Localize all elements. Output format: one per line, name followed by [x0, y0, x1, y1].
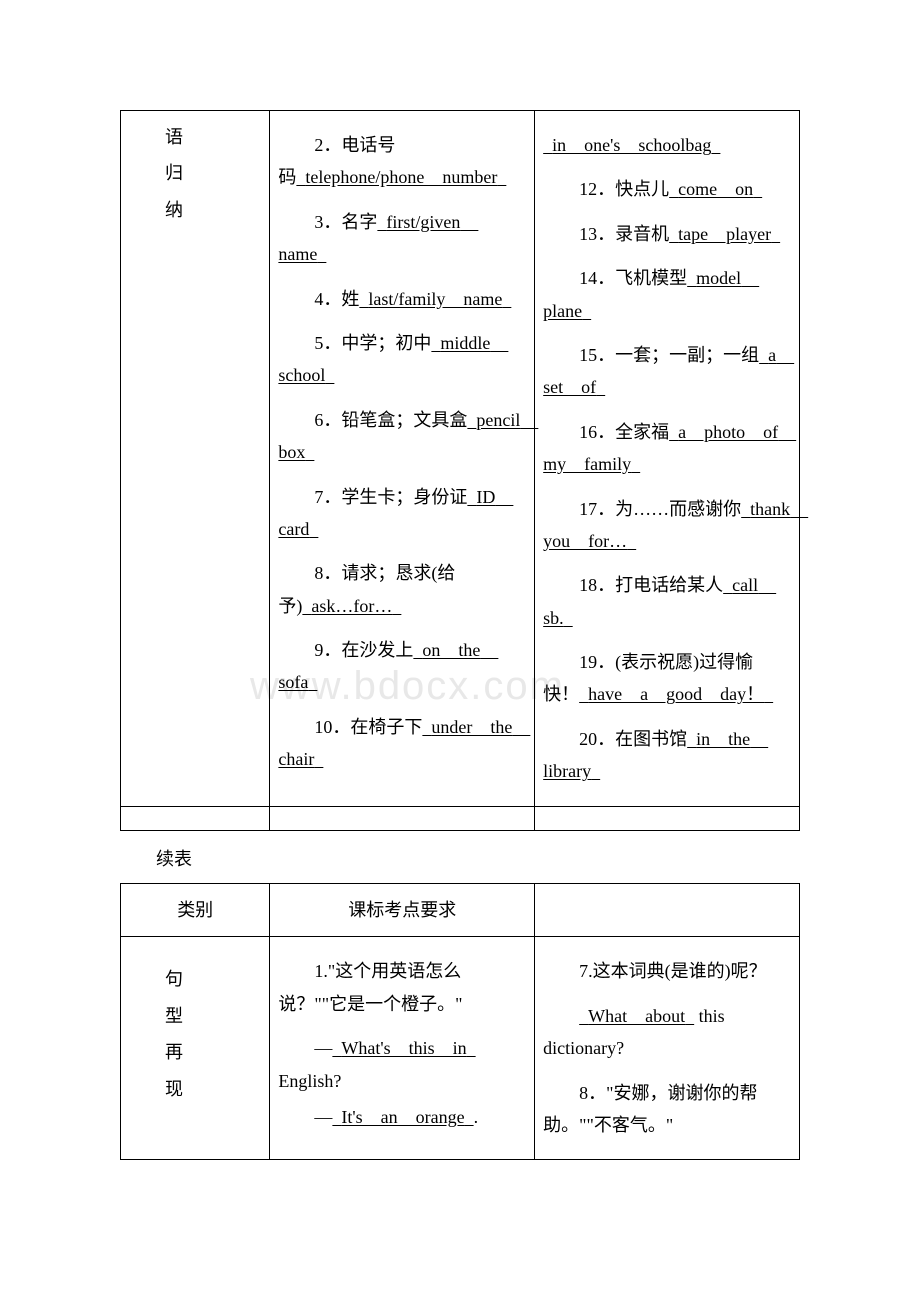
entry-12: 12．快点儿come on — [543, 173, 791, 205]
left2-label-1: 句 — [129, 963, 261, 995]
entry-16: 16．全家福a photo of my family — [543, 416, 791, 481]
entry-11-continued: in one's schoolbag — [543, 129, 791, 161]
q7: 7.这本词典(是谁的)呢？ — [543, 955, 791, 987]
entry-4: 4．姓last/family name — [278, 283, 526, 315]
left-label-2: 归 — [129, 157, 261, 189]
entry-19: 19．(表示祝愿)过得愉快！have a good day！ — [543, 646, 791, 711]
q1: 1."这个用英语怎么说？""它是一个橙子。" — [278, 955, 526, 1020]
middle-entries-cell: 2．电话号码telephone/phone number 3．名字first/g… — [270, 111, 535, 807]
header-mid: 课标考点要求 — [270, 884, 535, 937]
entry-9: 9．在沙发上on the sofa — [278, 634, 526, 699]
entry-18: 18．打电话给某人call sb. — [543, 569, 791, 634]
entry-20: 20．在图书馆in the library — [543, 723, 791, 788]
empty-row — [121, 806, 800, 830]
entry-5: 5．中学；初中middle school — [278, 327, 526, 392]
sentence-table: 类别 课标考点要求 句 型 再 现 1."这个用英语怎么说？""它是一个橙子。"… — [120, 883, 800, 1160]
right-entries-cell: in one's schoolbag 12．快点儿come on 13．录音机t… — [535, 111, 800, 807]
entry-10: 10．在椅子下under the chair — [278, 711, 526, 776]
left-label-1: 语 — [129, 121, 261, 153]
entry-14: 14．飞机模型model plane — [543, 262, 791, 327]
entry-6: 6．铅笔盒；文具盒pencil box — [278, 404, 526, 469]
right-block-cell: 7.这本词典(是谁的)呢？ What about this dictionary… — [535, 937, 800, 1160]
a1-line1: —What's this in English? — [278, 1032, 526, 1097]
entry-8: 8．请求；恳求(给予)ask…for… — [278, 557, 526, 622]
header-row: 类别 课标考点要求 — [121, 884, 800, 937]
left2-label-4: 现 — [129, 1073, 261, 1105]
a1-line2: —It's an orange. — [278, 1101, 526, 1133]
q8: 8．"安娜，谢谢你的帮助。""不客气。" — [543, 1077, 791, 1142]
a7-line: What about this dictionary? — [543, 1000, 791, 1065]
left-label-cell: 语 归 纳 — [121, 111, 270, 807]
entry-15: 15．一套；一副；一组a set of — [543, 339, 791, 404]
left-label-cell-2: 句 型 再 现 — [121, 937, 270, 1160]
header-left: 类别 — [121, 884, 270, 937]
entry-3: 3．名字first/given name — [278, 206, 526, 271]
continued-label: 续表 — [120, 843, 800, 875]
entry-17: 17．为……而感谢你thank you for… — [543, 493, 791, 558]
vocab-table: 语 归 纳 2．电话号码telephone/phone number 3．名字f… — [120, 110, 800, 831]
left2-label-3: 再 — [129, 1036, 261, 1068]
left2-label-2: 型 — [129, 1000, 261, 1032]
header-right — [535, 884, 800, 937]
entry-2: 2．电话号码telephone/phone number — [278, 129, 526, 194]
entry-7: 7．学生卡；身份证ID card — [278, 481, 526, 546]
mid-block-cell: 1."这个用英语怎么说？""它是一个橙子。" —What's this in E… — [270, 937, 535, 1160]
entry-13: 13．录音机tape player — [543, 218, 791, 250]
left-label-3: 纳 — [129, 194, 261, 226]
